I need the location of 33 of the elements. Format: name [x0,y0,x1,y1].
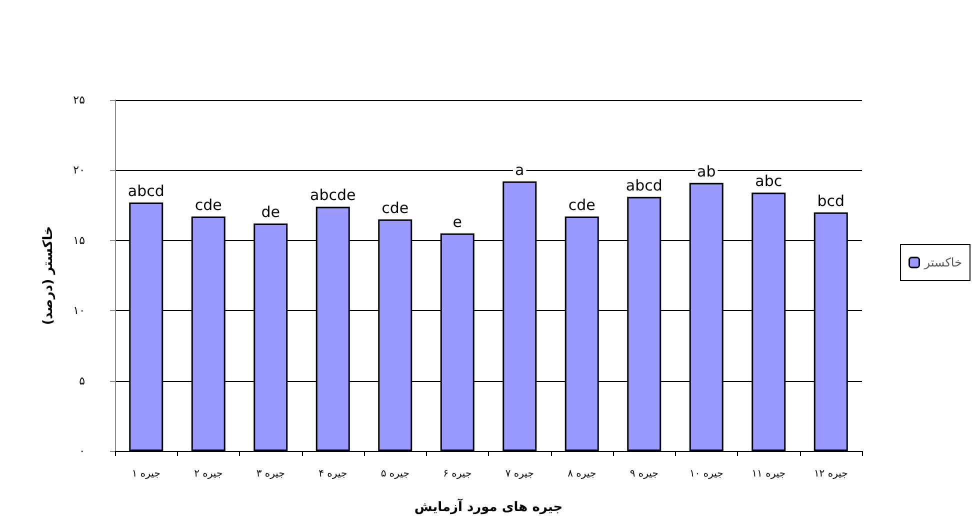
data-label: de [261,203,280,222]
x-tick-label: جیره ۱۲ [814,468,848,480]
x-tick-label: جیره ۲ [194,468,223,480]
x-tick-label: جیره ۶ [443,468,472,480]
x-tick-label: جیره ۳ [256,468,285,480]
x-tick-label: جیره ۷ [505,468,534,480]
data-label: abcd [626,176,662,194]
y-tick-label: ۲۰ [73,164,85,177]
data-label: bcd [817,192,845,210]
x-tick-label: جیره ۹ [630,468,658,480]
data-label: a [515,160,524,179]
data-label: abcd [128,182,164,200]
y-tick-label: ۲۵ [73,94,86,106]
x-tick-label: جیره ۱ [132,468,160,480]
data-label: cde [382,198,409,217]
legend-label: خاکستر [923,256,962,270]
y-tick-label: ۱۰ [73,304,85,318]
y-tick-label: ۱۵ [73,234,86,247]
x-tick-label: جیره ۸ [568,468,596,480]
data-label: cde [568,196,596,214]
x-tick-label: جیره ۱۰ [689,468,724,480]
data-label: cde [194,196,222,214]
x-tick-label: جیره ۵ [380,468,410,480]
data-label: abcde [310,186,356,204]
data-label: abc [755,172,782,190]
y-axis-title: خاکستر (درصد) [41,226,56,326]
x-tick-label: جیره ۱۱ [752,468,786,480]
y-tick-label: ۰ [79,444,85,458]
x-axis-title: جیره های مورد آزمایش [414,498,563,515]
x-tick-label: جیره ۴ [318,468,348,480]
data-label: e [452,212,462,231]
y-tick-label: ۵ [79,374,86,388]
data-label: ab [697,162,716,180]
